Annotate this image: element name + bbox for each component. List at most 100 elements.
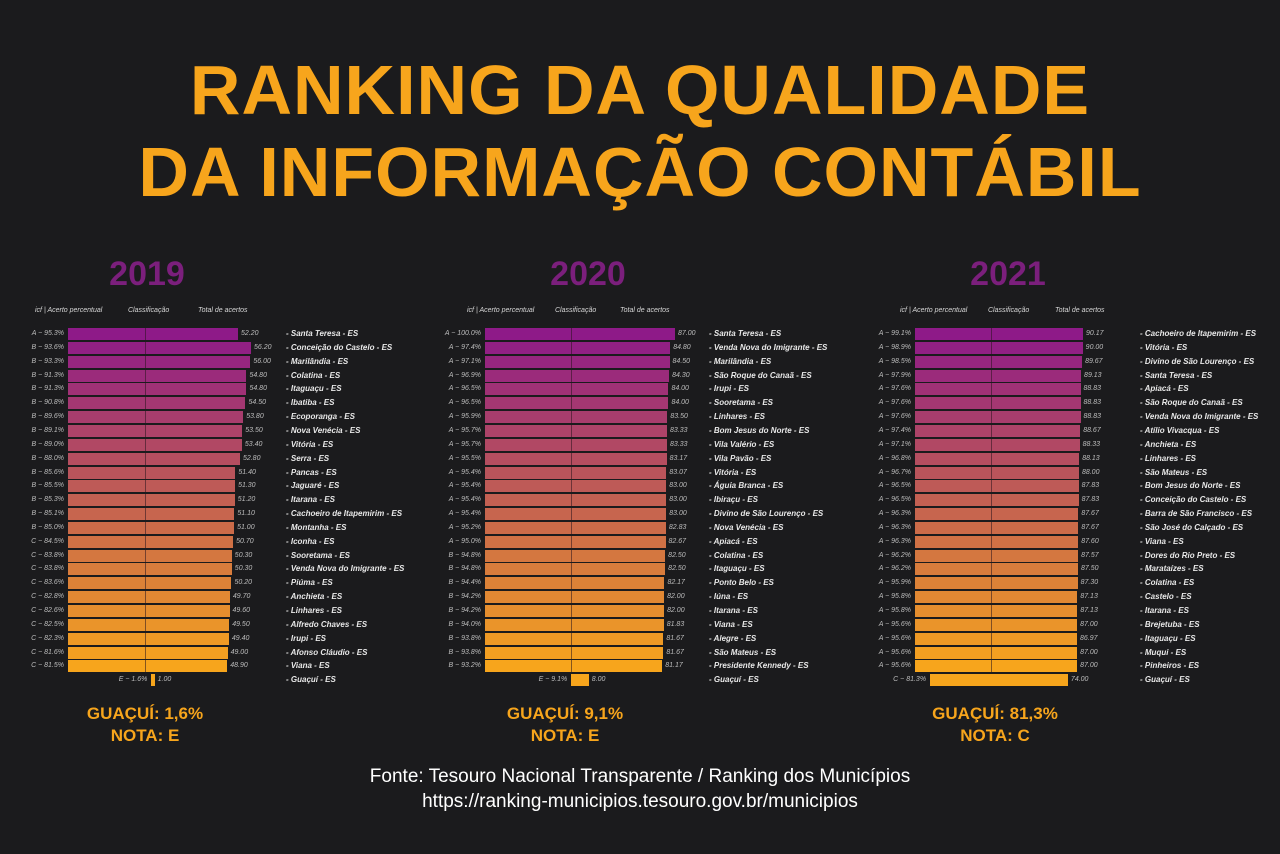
value-label: 8.00 xyxy=(591,676,606,684)
percent-label: A − 97.4% xyxy=(448,343,481,351)
bar-divider xyxy=(990,494,992,507)
bar xyxy=(915,355,1083,368)
municipio-label: - Viana - ES xyxy=(286,661,330,671)
municipio-label: - Muqui - ES xyxy=(1140,647,1187,657)
bar xyxy=(485,328,675,340)
value-label: 82.50 xyxy=(668,565,686,573)
percent-label: C − 83.8% xyxy=(31,565,64,573)
value-label: 81.67 xyxy=(666,634,684,642)
percent-label: A − 95.4% xyxy=(448,510,481,518)
percent-label: B − 89.1% xyxy=(31,426,65,434)
bar-divider xyxy=(990,355,992,368)
municipio-label: - Viana - ES xyxy=(709,619,753,629)
bar xyxy=(915,480,1079,493)
municipio-label: - Vila Pavão - ES xyxy=(709,453,772,463)
percent-label: C − 81.6% xyxy=(31,648,64,656)
value-label: 88.33 xyxy=(1082,440,1101,448)
bar xyxy=(485,632,664,645)
bar-divider xyxy=(570,452,572,465)
municipio-label: - Cachoeiro de Itapemirim - ES xyxy=(286,509,403,519)
bar xyxy=(485,521,666,534)
municipio-label: - Guaçuí - ES xyxy=(286,675,336,685)
bar xyxy=(485,341,671,354)
bar-divider xyxy=(990,424,992,437)
bar-divider xyxy=(570,494,572,507)
municipio-label: - Marilândia - ES xyxy=(286,356,349,366)
value-label: 82.50 xyxy=(668,551,686,559)
municipio-label: - Irupi - ES xyxy=(286,633,326,643)
chart-panel-2020: 2020 icf | Acerto percentual Classificação… xyxy=(420,255,840,755)
column-header: Total de acertos xyxy=(620,307,670,314)
chart-panel-2019: 2019 icf | Acerto percentual Classificação… xyxy=(0,255,420,755)
municipio-label: - Castelo - ES xyxy=(1140,592,1192,602)
bar-divider xyxy=(570,535,572,548)
value-label: 83.33 xyxy=(669,440,688,448)
value-label: 87.00 xyxy=(1080,662,1098,670)
municipio-label: - Bom Jesus do Norte - ES xyxy=(1140,481,1241,491)
value-label: 82.83 xyxy=(668,523,687,531)
bar xyxy=(915,508,1079,521)
bar xyxy=(485,438,667,451)
value-label: 87.00 xyxy=(678,330,696,337)
bar xyxy=(485,605,665,617)
value-label: 54.50 xyxy=(248,399,267,407)
municipio-label: - Colatina - ES xyxy=(1140,578,1195,588)
bar-divider xyxy=(144,452,146,465)
bar xyxy=(915,369,1082,382)
bar xyxy=(68,632,229,645)
municipio-label: - Divino de São Lourenço - ES xyxy=(1140,356,1255,366)
municipio-label: - Piúma - ES xyxy=(286,578,333,588)
bar-divider xyxy=(990,480,992,493)
percent-label: A − 96.8% xyxy=(878,454,911,462)
bar-divider xyxy=(990,549,992,562)
municipio-label: - Iúna - ES xyxy=(709,592,749,602)
value-label: 81.83 xyxy=(666,620,685,628)
percent-label: A − 95.8% xyxy=(878,607,911,614)
bar xyxy=(151,674,155,687)
bar-divider xyxy=(570,355,572,368)
bar-divider xyxy=(570,646,572,659)
percent-label: C − 84.5% xyxy=(31,537,64,545)
bar-divider xyxy=(990,411,992,424)
value-label: 87.50 xyxy=(1081,565,1099,573)
source-line: Fonte: Tesouro Nacional Transparente / R… xyxy=(369,766,911,787)
percent-label: B − 93.8% xyxy=(448,648,482,656)
bar-divider xyxy=(990,535,992,548)
chart-year: 2020 xyxy=(550,255,626,293)
municipio-label: - Vitória - ES xyxy=(286,439,334,449)
value-label: 82.17 xyxy=(667,579,685,587)
percent-label: B − 89.6% xyxy=(31,413,65,421)
bar-divider xyxy=(144,618,146,631)
bar xyxy=(485,660,663,673)
bar xyxy=(930,674,1068,687)
bar xyxy=(915,397,1081,410)
value-label: 87.00 xyxy=(1080,648,1098,656)
municipio-label: - Colatina - ES xyxy=(286,370,341,380)
municipio-label: - Alfredo Chaves - ES xyxy=(286,619,368,629)
percent-label: A − 95.6% xyxy=(878,634,911,642)
value-label: 84.00 xyxy=(671,399,689,407)
bar xyxy=(915,438,1080,451)
municipio-label: - Apiacá - ES xyxy=(709,536,758,546)
guacui-summary: GUAÇUÍ: 1,6% xyxy=(86,704,204,723)
percent-label: A − 97.6% xyxy=(878,399,911,407)
bar xyxy=(68,660,228,673)
percent-label: B − 85.0% xyxy=(31,523,65,531)
bar-divider xyxy=(144,660,146,673)
municipio-label: - Anchieta - ES xyxy=(1140,439,1197,449)
chart-year: 2019 xyxy=(109,255,185,293)
bar-divider xyxy=(570,424,572,437)
bar xyxy=(915,591,1078,604)
value-label: 84.30 xyxy=(672,371,690,379)
bar-divider xyxy=(144,383,146,396)
bar xyxy=(485,369,670,382)
municipio-label: - São Mateus - ES xyxy=(1140,467,1208,477)
bar xyxy=(68,424,243,437)
municipio-label: - Guaçuí - ES xyxy=(1140,675,1190,685)
bar xyxy=(485,591,665,604)
bar-divider xyxy=(990,397,992,410)
municipio-label: - Sooretama - ES xyxy=(709,398,774,408)
percent-label: B − 91.3% xyxy=(31,385,65,393)
column-header: Classificação xyxy=(988,307,1030,314)
value-label: 56.00 xyxy=(253,357,271,365)
